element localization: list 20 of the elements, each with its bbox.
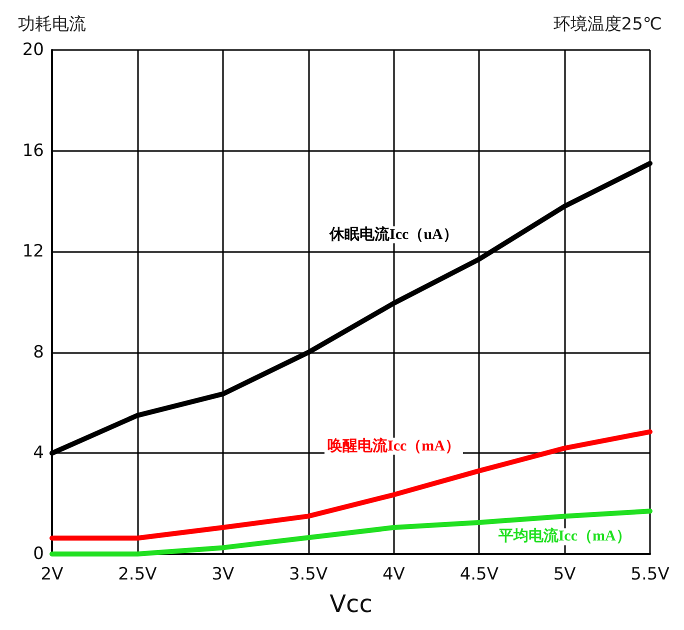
y-tick-label: 16 bbox=[22, 140, 44, 161]
text: 环境温度25℃ bbox=[553, 14, 662, 34]
y-axis-title: 功耗电流 bbox=[18, 14, 86, 34]
x-tick-label: 4.5V bbox=[460, 564, 499, 584]
x-tick-label: 2V bbox=[40, 564, 64, 584]
x-tick-label: 3.5V bbox=[288, 564, 328, 584]
x-tick-label: 2.5V bbox=[118, 564, 158, 584]
x-tick-label: 3V bbox=[212, 564, 234, 584]
x-tick-label: 5.5V bbox=[630, 564, 670, 584]
x-axis-title: Vcc bbox=[330, 590, 372, 618]
x-tick-label: 5V bbox=[553, 564, 576, 584]
series-label: 休眠电流Icc（uA） bbox=[328, 224, 458, 243]
series-label: 平均电流Icc（mA） bbox=[497, 526, 631, 545]
y-tick-label: 0 bbox=[33, 544, 44, 564]
y-tick-label: 4 bbox=[33, 443, 44, 464]
x-tick-label: 4V bbox=[382, 564, 406, 584]
y-tick-label: 12 bbox=[22, 242, 44, 262]
y-tick-label: 8 bbox=[33, 342, 44, 362]
y-tick-label: 20 bbox=[22, 40, 44, 60]
series-label: 唤醒电流Icc（mA） bbox=[327, 436, 460, 454]
